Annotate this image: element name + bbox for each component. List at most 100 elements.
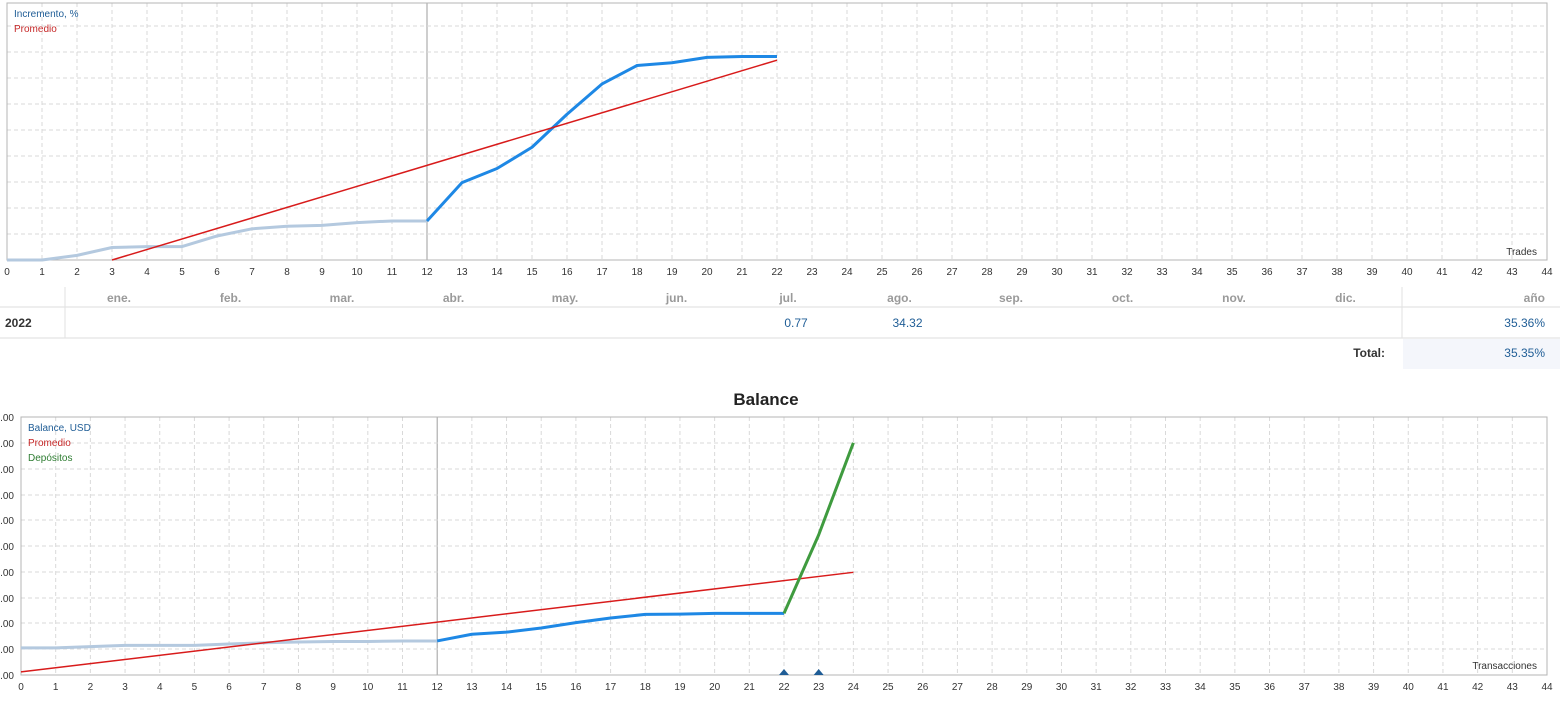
- x-tick-label: 15: [536, 682, 548, 693]
- x-tick-label: 18: [640, 682, 652, 693]
- y-tick-label: .00: [0, 465, 14, 476]
- growth-chart-frame: [6, 2, 1548, 261]
- x-tick-label: 35: [1229, 682, 1241, 693]
- x-tick-label: 2: [88, 682, 94, 693]
- x-tick-label: 25: [882, 682, 894, 693]
- x-tick-label: 32: [1121, 267, 1133, 278]
- x-tick-label: 3: [122, 682, 128, 693]
- x-tick-label: 7: [261, 682, 267, 693]
- x-tick-label: 41: [1437, 682, 1449, 693]
- x-tick-label: 26: [917, 682, 929, 693]
- x-tick-label: 10: [362, 682, 374, 693]
- y-tick-label: .00: [0, 645, 14, 656]
- balance-line: [436, 611, 784, 643]
- growth-chart: 0 1 2 3 4 5 6 7 8 9 10 11 12 13 14 15 16 17 18 19 20 21 22 23 24…: [4, 2, 1553, 278]
- x-tick-label: 2: [74, 267, 80, 278]
- x-tick-label: 18: [631, 267, 643, 278]
- x-tick-label: 36: [1264, 682, 1276, 693]
- y-tick-label: .00: [0, 413, 14, 424]
- growth-x-axis-label: Trades: [1506, 247, 1537, 258]
- y-tick-label: .00: [0, 491, 14, 502]
- y-tick-label: .00: [0, 516, 14, 527]
- x-tick-label: 23: [806, 267, 818, 278]
- x-tick-label: 20: [709, 682, 721, 693]
- year-column-header: año: [1523, 291, 1545, 305]
- x-tick-label: 8: [284, 267, 290, 278]
- month-header: jun.: [665, 291, 688, 305]
- balance-x-axis-label: Transacciones: [1472, 661, 1537, 672]
- x-tick-label: 34: [1191, 267, 1203, 278]
- month-header: nov.: [1222, 291, 1246, 305]
- x-tick-label: 29: [1016, 267, 1028, 278]
- x-tick-label: 44: [1541, 682, 1553, 693]
- x-tick-label: 40: [1401, 267, 1413, 278]
- x-tick-label: 33: [1160, 682, 1172, 693]
- x-tick-label: 31: [1086, 267, 1098, 278]
- x-tick-label: 43: [1506, 267, 1518, 278]
- x-tick-label: 16: [570, 682, 582, 693]
- x-tick-label: 21: [744, 682, 756, 693]
- x-tick-label: 9: [330, 682, 336, 693]
- x-tick-label: 24: [848, 682, 860, 693]
- x-tick-label: 14: [491, 267, 503, 278]
- x-tick-label: 3: [109, 267, 115, 278]
- y-tick-label: .00: [0, 671, 14, 682]
- balance-average-line: [20, 571, 854, 673]
- balance-chart-title: Balance: [733, 390, 799, 409]
- x-tick-label: 22: [771, 267, 783, 278]
- x-tick-label: 13: [456, 267, 468, 278]
- month-header: may.: [551, 291, 579, 305]
- x-tick-label: 32: [1125, 682, 1137, 693]
- x-tick-label: 8: [296, 682, 302, 693]
- month-header: feb.: [219, 291, 242, 305]
- x-tick-label: 28: [987, 682, 999, 693]
- x-tick-label: 14: [501, 682, 513, 693]
- y-tick-label: .00: [0, 619, 14, 630]
- deposits-line: [782, 442, 855, 614]
- x-tick-label: 17: [596, 267, 608, 278]
- x-tick-label: 23: [813, 682, 825, 693]
- x-tick-label: 6: [226, 682, 232, 693]
- row-year-total: 35.36%: [1504, 316, 1545, 330]
- x-tick-label: 11: [387, 267, 398, 278]
- x-tick-label: 42: [1472, 682, 1484, 693]
- balance-legend-average: Promedio: [28, 438, 71, 449]
- x-tick-label: 5: [179, 267, 185, 278]
- x-tick-label: 30: [1056, 682, 1068, 693]
- x-tick-label: 37: [1296, 267, 1308, 278]
- x-tick-label: 1: [53, 682, 59, 693]
- x-tick-label: 9: [319, 267, 325, 278]
- month-header: sep.: [998, 291, 1023, 305]
- x-tick-label: 39: [1368, 682, 1380, 693]
- growth-legend-average: Promedio: [14, 24, 57, 35]
- month-header: ago.: [887, 291, 912, 305]
- month-header: mar.: [329, 291, 355, 305]
- x-tick-label: 4: [144, 267, 150, 278]
- x-tick-label: 27: [946, 267, 958, 278]
- total-value-background: [1403, 339, 1560, 369]
- balance-legend-deposits: Depósitos: [28, 453, 72, 464]
- x-tick-label: 22: [778, 682, 790, 693]
- month-header: dic.: [1335, 291, 1356, 305]
- x-tick-label: 5: [192, 682, 198, 693]
- x-tick-label: 21: [736, 267, 748, 278]
- x-tick-label: 37: [1299, 682, 1311, 693]
- x-tick-label: 41: [1436, 267, 1448, 278]
- month-header: oct.: [1111, 291, 1134, 305]
- x-tick-label: 0: [18, 682, 24, 693]
- x-tick-label: 28: [981, 267, 993, 278]
- x-tick-label: 42: [1471, 267, 1483, 278]
- x-tick-label: 17: [605, 682, 617, 693]
- x-tick-label: 1: [39, 267, 45, 278]
- x-tick-label: 35: [1226, 267, 1238, 278]
- increment-line: [425, 54, 777, 222]
- month-value: 0.77: [784, 316, 808, 330]
- x-tick-label: 16: [561, 267, 573, 278]
- x-tick-label: 10: [351, 267, 363, 278]
- balance-line-history: [21, 639, 438, 650]
- x-tick-label: 25: [876, 267, 888, 278]
- x-tick-label: 13: [466, 682, 478, 693]
- month-header: ene.: [106, 291, 131, 305]
- x-tick-label: 40: [1403, 682, 1415, 693]
- x-tick-label: 20: [701, 267, 713, 278]
